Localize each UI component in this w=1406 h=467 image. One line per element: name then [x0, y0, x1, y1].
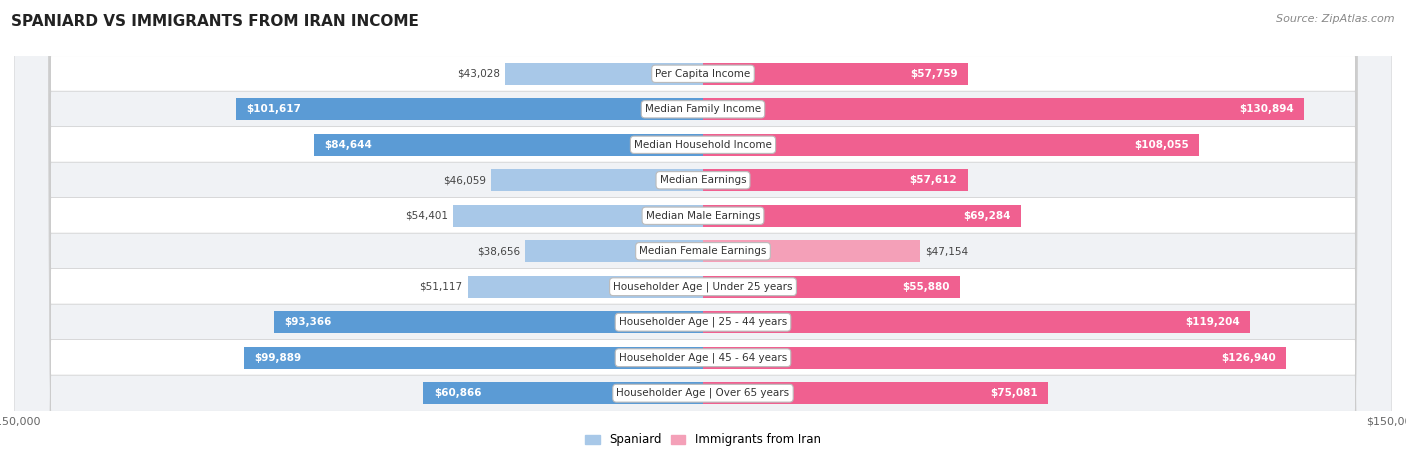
Bar	[703, 382, 1047, 404]
Bar	[703, 98, 1305, 120]
Text: Median Earnings: Median Earnings	[659, 175, 747, 185]
FancyBboxPatch shape	[14, 0, 1392, 467]
Text: $54,401: $54,401	[405, 211, 447, 221]
Text: Median Male Earnings: Median Male Earnings	[645, 211, 761, 221]
Text: Median Household Income: Median Household Income	[634, 140, 772, 150]
Bar	[703, 347, 1286, 369]
Text: $47,154: $47,154	[925, 246, 969, 256]
Text: SPANIARD VS IMMIGRANTS FROM IRAN INCOME: SPANIARD VS IMMIGRANTS FROM IRAN INCOME	[11, 14, 419, 29]
Text: $57,612: $57,612	[910, 175, 957, 185]
Text: $43,028: $43,028	[457, 69, 501, 79]
Bar	[314, 134, 703, 156]
FancyBboxPatch shape	[14, 0, 1392, 467]
FancyBboxPatch shape	[14, 0, 1392, 467]
Bar	[245, 347, 703, 369]
Text: $93,366: $93,366	[284, 317, 332, 327]
Text: $99,889: $99,889	[254, 353, 302, 363]
Bar	[703, 63, 969, 85]
Text: $51,117: $51,117	[419, 282, 463, 292]
FancyBboxPatch shape	[14, 0, 1392, 467]
Text: Median Family Income: Median Family Income	[645, 104, 761, 114]
Text: $108,055: $108,055	[1135, 140, 1189, 150]
Bar	[453, 205, 703, 227]
Text: $60,866: $60,866	[434, 388, 481, 398]
Text: $75,081: $75,081	[990, 388, 1038, 398]
Bar	[468, 276, 703, 298]
Text: $84,644: $84,644	[325, 140, 373, 150]
Bar	[703, 169, 967, 191]
Text: Householder Age | Over 65 years: Householder Age | Over 65 years	[616, 388, 790, 398]
Bar	[703, 311, 1250, 333]
Text: Householder Age | 25 - 44 years: Householder Age | 25 - 44 years	[619, 317, 787, 327]
Text: Per Capita Income: Per Capita Income	[655, 69, 751, 79]
Bar	[423, 382, 703, 404]
Text: Source: ZipAtlas.com: Source: ZipAtlas.com	[1277, 14, 1395, 24]
Bar	[505, 63, 703, 85]
Bar	[236, 98, 703, 120]
Text: Median Female Earnings: Median Female Earnings	[640, 246, 766, 256]
Text: $119,204: $119,204	[1185, 317, 1240, 327]
Bar	[274, 311, 703, 333]
Text: Householder Age | 45 - 64 years: Householder Age | 45 - 64 years	[619, 353, 787, 363]
Bar	[526, 240, 703, 262]
Text: $38,656: $38,656	[477, 246, 520, 256]
Bar	[703, 240, 920, 262]
Bar	[703, 134, 1199, 156]
FancyBboxPatch shape	[14, 0, 1392, 467]
Text: $69,284: $69,284	[963, 211, 1011, 221]
FancyBboxPatch shape	[14, 0, 1392, 467]
FancyBboxPatch shape	[14, 0, 1392, 467]
Text: $126,940: $126,940	[1220, 353, 1275, 363]
Text: $46,059: $46,059	[443, 175, 486, 185]
FancyBboxPatch shape	[14, 0, 1392, 467]
Legend: Spaniard, Immigrants from Iran: Spaniard, Immigrants from Iran	[581, 429, 825, 451]
Text: $57,759: $57,759	[910, 69, 957, 79]
Text: $55,880: $55,880	[901, 282, 949, 292]
Bar	[703, 205, 1021, 227]
Bar	[703, 276, 960, 298]
Text: $130,894: $130,894	[1239, 104, 1294, 114]
FancyBboxPatch shape	[14, 0, 1392, 467]
Text: $101,617: $101,617	[246, 104, 301, 114]
Bar	[492, 169, 703, 191]
Text: Householder Age | Under 25 years: Householder Age | Under 25 years	[613, 282, 793, 292]
FancyBboxPatch shape	[14, 0, 1392, 467]
